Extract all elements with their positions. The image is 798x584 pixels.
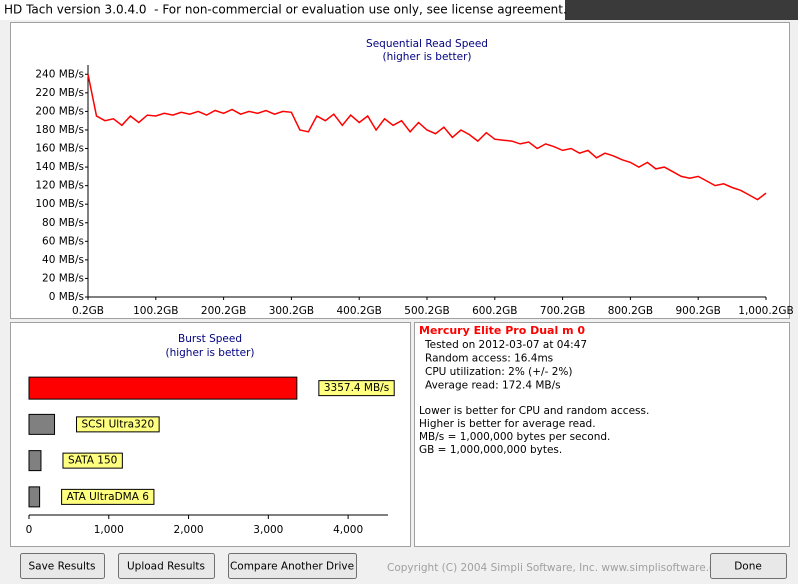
button-label[interactable]: Compare Another Drive bbox=[230, 561, 354, 573]
bar-label-box bbox=[76, 416, 160, 433]
y-tick-label: 200 MB/s bbox=[35, 105, 84, 117]
x-tick-label: 400.2GB bbox=[336, 305, 381, 317]
info-panel bbox=[414, 322, 790, 547]
y-tick-label: 40 MB/s bbox=[42, 254, 84, 266]
x-tick-label: 2,000 bbox=[174, 524, 204, 536]
bar bbox=[28, 376, 298, 400]
bar-label-box bbox=[61, 488, 155, 505]
bar-label-box bbox=[318, 380, 395, 397]
copyright: Copyright (C) 2004 Simpli Software, Inc.… bbox=[387, 562, 731, 574]
bar bbox=[28, 413, 56, 435]
button[interactable] bbox=[710, 553, 787, 579]
x-tick-label: 500.2GB bbox=[404, 305, 449, 317]
x-tick-label: 200.2GB bbox=[201, 305, 246, 317]
button-label[interactable]: Done bbox=[734, 561, 762, 573]
y-tick-label: 220 MB/s bbox=[35, 87, 84, 99]
x-tick-label: 1,000 bbox=[94, 524, 124, 536]
burst-panel bbox=[10, 322, 411, 547]
y-tick-label: 160 MB/s bbox=[35, 143, 84, 155]
bar-label: SATA 150 bbox=[68, 455, 117, 467]
bar-label: ATA UltraDMA 6 bbox=[67, 491, 150, 503]
info-line: Tested on 2012-03-07 at 04:47 bbox=[424, 339, 587, 351]
button[interactable] bbox=[20, 553, 105, 579]
button-label[interactable]: Save Results bbox=[28, 561, 95, 573]
y-tick-label: 80 MB/s bbox=[42, 217, 84, 229]
x-tick-label: 700.2GB bbox=[540, 305, 585, 317]
read-line bbox=[87, 74, 767, 201]
button[interactable] bbox=[228, 553, 357, 579]
bar bbox=[28, 486, 41, 508]
drive-name: Mercury Elite Pro Dual m 0 bbox=[419, 324, 585, 337]
x-tick-label: 100.2GB bbox=[133, 305, 178, 317]
info-note: GB = 1,000,000,000 bytes. bbox=[419, 444, 562, 456]
chart-subtitle: (higher is better) bbox=[382, 51, 471, 63]
y-tick-label: 100 MB/s bbox=[35, 198, 84, 210]
button[interactable] bbox=[118, 553, 215, 579]
x-tick-label: 0.2GB bbox=[72, 305, 104, 317]
read-panel bbox=[10, 22, 790, 319]
bar-label: 3357.4 MB/s bbox=[324, 382, 389, 394]
info-line: CPU utilization: 2% (+/- 2%) bbox=[425, 366, 572, 378]
y-tick-label: 180 MB/s bbox=[35, 124, 84, 136]
x-tick-label: 600.2GB bbox=[472, 305, 517, 317]
y-tick-label: 120 MB/s bbox=[35, 180, 84, 192]
info-note: Higher is better for average read. bbox=[419, 418, 596, 430]
chart-title: Burst Speed bbox=[178, 333, 242, 345]
info-line: Average read: 172.4 MB/s bbox=[425, 380, 561, 392]
x-tick-label: 1,000.2GB bbox=[738, 305, 793, 317]
background-window bbox=[565, 0, 798, 20]
button-label[interactable]: Upload Results bbox=[127, 561, 205, 573]
y-tick-label: 0 MB/s bbox=[49, 291, 84, 303]
y-tick-label: 140 MB/s bbox=[35, 161, 84, 173]
info-note: Lower is better for CPU and random acces… bbox=[419, 405, 649, 417]
y-tick-label: 20 MB/s bbox=[42, 272, 84, 284]
bar-label: SCSI Ultra320 bbox=[82, 418, 155, 430]
window-title: HD Tach version 3.0.4.0 - For non-commer… bbox=[4, 3, 567, 17]
x-tick-label: 800.2GB bbox=[608, 305, 653, 317]
x-tick-label: 900.2GB bbox=[675, 305, 720, 317]
chart-subtitle: (higher is better) bbox=[165, 347, 254, 359]
x-tick-label: 4,000 bbox=[333, 524, 363, 536]
x-tick-label: 0 bbox=[26, 524, 33, 536]
x-tick-label: 3,000 bbox=[253, 524, 283, 536]
info-note: MB/s = 1,000,000 bytes per second. bbox=[419, 431, 610, 443]
y-tick-label: 60 MB/s bbox=[42, 235, 84, 247]
bar bbox=[28, 450, 42, 472]
x-tick-label: 300.2GB bbox=[269, 305, 314, 317]
chart-title: Sequential Read Speed bbox=[366, 38, 488, 50]
bar-label-box bbox=[62, 452, 123, 469]
y-tick-label: 240 MB/s bbox=[35, 68, 84, 80]
info-line: Random access: 16.4ms bbox=[425, 353, 553, 365]
